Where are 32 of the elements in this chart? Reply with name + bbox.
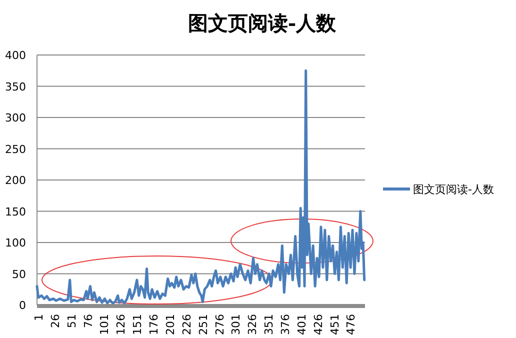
line-series xyxy=(36,69,366,304)
x-tick-label: 51 xyxy=(65,314,78,328)
y-tick-label: 350 xyxy=(5,80,26,94)
x-tick-label: 451 xyxy=(328,314,342,335)
x-tick-label: 251 xyxy=(196,314,210,335)
chart-title: 图文页阅读-人数 xyxy=(188,11,338,35)
x-tick-label: 376 xyxy=(278,314,292,335)
y-tick-label: 300 xyxy=(5,112,26,124)
x-tick-label: 326 xyxy=(246,314,260,335)
x-tick-label: 26 xyxy=(48,314,62,328)
y-tick-label: 200 xyxy=(5,174,26,187)
x-tick-label: 351 xyxy=(262,314,276,335)
x-tick-label: 1 xyxy=(32,314,46,321)
y-tick-label: 50 xyxy=(12,268,26,281)
x-tick-label: 476 xyxy=(344,314,358,335)
x-tick-label: 401 xyxy=(295,314,308,335)
x-tick-label: 276 xyxy=(213,314,226,335)
x-tick-label: 176 xyxy=(148,314,161,335)
y-tick-label: 400 xyxy=(5,49,26,62)
y-tick-label: 250 xyxy=(5,142,26,156)
x-tick-label: 126 xyxy=(114,314,128,335)
x-tick-label: 201 xyxy=(164,314,177,335)
x-tick-label: 226 xyxy=(180,314,194,335)
y-tick-label: 150 xyxy=(5,205,26,218)
legend-label: 图文页阅读-人数 xyxy=(413,183,494,196)
x-tick-label: 101 xyxy=(98,314,112,335)
x-tick-label: 151 xyxy=(131,314,144,335)
x-tick-label: 301 xyxy=(230,314,243,335)
y-tick-label: 0 xyxy=(19,299,26,312)
x-tick-label: 76 xyxy=(82,314,95,328)
x-tick-label: 426 xyxy=(312,314,325,335)
y-tick-label: 100 xyxy=(5,236,26,250)
